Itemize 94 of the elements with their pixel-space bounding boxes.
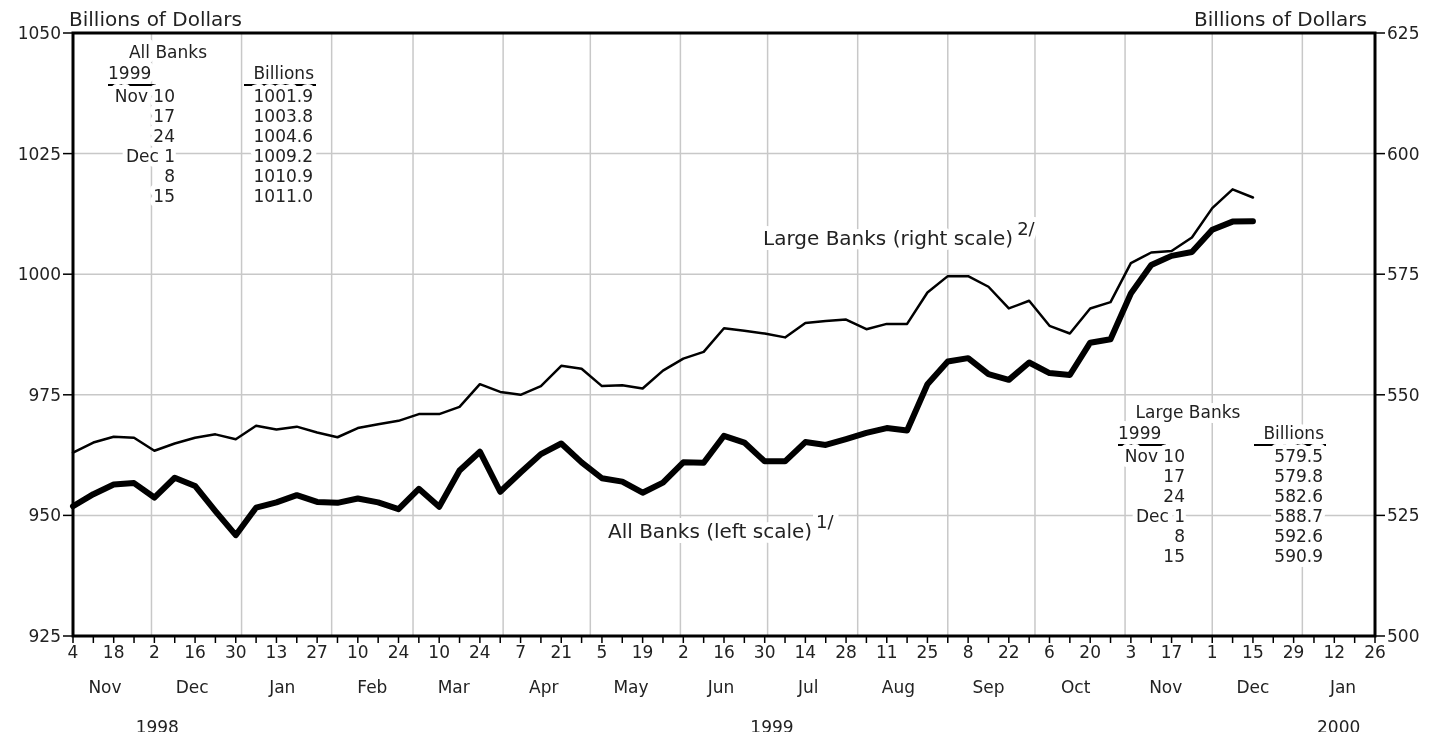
x-tick-label: 29: [1282, 642, 1305, 662]
annotation: Billions: [253, 63, 315, 83]
annotation: 588.7: [1274, 506, 1323, 526]
text: Jan: [268, 677, 296, 697]
x-tick-label: 10: [428, 642, 451, 662]
text: Dec: [175, 677, 209, 697]
annotation: All Banks: [128, 42, 208, 62]
y2-tick-label: 600: [1387, 143, 1420, 164]
annotation: Billions: [1263, 423, 1325, 443]
x-tick-label: 3: [1125, 642, 1137, 662]
text: Sep: [972, 677, 1005, 697]
y2-tick-label: 525: [1387, 505, 1420, 526]
x-tick-label: 18: [102, 642, 125, 662]
text: Dec: [1236, 677, 1270, 697]
x-tick-label: 13: [265, 642, 288, 662]
y-tick-label: 1000: [17, 264, 61, 285]
x-tick-label: 30: [753, 642, 776, 662]
x-tick-label: 22: [997, 642, 1020, 662]
x-tick-label: 2: [148, 642, 160, 662]
annotation: Large Banks: [1135, 402, 1241, 422]
x-tick-label: 24: [387, 642, 410, 662]
annotation: 590.9: [1274, 546, 1323, 566]
y-tick-label: 950: [28, 505, 61, 526]
text: Oct: [1060, 677, 1091, 697]
annotation: 1999: [108, 63, 152, 83]
x-tick-label: 1: [1206, 642, 1218, 662]
x-tick-label: 4: [67, 642, 79, 662]
x-tick-label: 17: [1160, 642, 1183, 662]
text: Jan: [1328, 677, 1357, 697]
y-tick-label: 975: [28, 384, 61, 405]
x-tick-label: 6: [1044, 642, 1055, 662]
y-tick-label: 1050: [17, 22, 61, 43]
text: Feb: [357, 677, 388, 697]
annotation: 592.6: [1274, 526, 1323, 546]
y-tick-label: 925: [28, 625, 61, 646]
x-tick-label: 15: [1242, 642, 1264, 662]
annotation: Nov 10: [114, 86, 175, 106]
annotation: 17: [153, 106, 175, 126]
y2-axis-title: Billions of Dollars: [1194, 7, 1367, 31]
annotation: 24: [153, 126, 175, 146]
annotation: 8: [1174, 526, 1185, 546]
text: Jul: [797, 677, 819, 697]
annotation: 582.6: [1274, 486, 1323, 506]
x-tick-label: 28: [835, 642, 857, 662]
annotation: 8: [164, 166, 175, 186]
x-tick-label: 16: [713, 642, 735, 662]
x-tick-label: 8: [962, 642, 974, 662]
x-tick-label: 21: [550, 642, 573, 662]
text: Nov: [1149, 677, 1183, 697]
annotation: 24: [1163, 486, 1185, 506]
annotation: 1011.0: [253, 186, 313, 206]
x-tick-label: 20: [1079, 642, 1102, 662]
x-tick-label: 7: [515, 642, 526, 662]
x-tick-label: 11: [875, 642, 898, 662]
x-tick-label: 30: [224, 642, 247, 662]
x-tick-label: 25: [916, 642, 939, 662]
x-tick-label: 24: [469, 642, 491, 662]
y2-tick-label: 550: [1387, 384, 1420, 405]
y-tick-label: 1025: [17, 143, 61, 164]
series-label: All Banks (left scale)$^{1/}$: [608, 510, 835, 543]
x-tick-label: 26: [1364, 642, 1386, 662]
annotation: 579.8: [1274, 466, 1323, 486]
y2-tick-label: 500: [1387, 625, 1420, 646]
x-tick-label: 14: [794, 642, 817, 662]
annotation: Dec 1: [1135, 506, 1185, 526]
text: Mar: [437, 677, 470, 697]
x-tick-label: 16: [184, 642, 206, 662]
text: Jun: [706, 677, 735, 697]
x-tick-label: 19: [631, 642, 654, 662]
annotation: 1004.6: [253, 126, 313, 146]
annotation: 1999: [1118, 423, 1162, 443]
x-tick-label: 12: [1323, 642, 1346, 662]
annotation: 1009.2: [253, 146, 313, 166]
annotation: 1001.9: [253, 86, 313, 106]
annotation: 15: [1163, 546, 1185, 566]
text: Aug: [881, 677, 915, 697]
text: Large Banks (right scale)$^{2/}$: [763, 217, 1036, 250]
text: May: [613, 677, 649, 697]
text: Nov: [88, 677, 122, 697]
x-tick-label: 2: [677, 642, 689, 662]
annotation: 579.5: [1274, 446, 1323, 466]
x-tick-label: 5: [596, 642, 608, 662]
annotation: 1003.8: [253, 106, 313, 126]
y2-tick-label: 625: [1387, 22, 1420, 43]
x-tick-label: 27: [306, 642, 328, 662]
annotation: 15: [153, 186, 175, 206]
x-tick-label: 10: [346, 642, 369, 662]
annotation: Dec 1: [125, 146, 175, 166]
annotation: 17: [1163, 466, 1185, 486]
annotation: Nov 10: [1124, 446, 1185, 466]
y-axis-title: Billions of Dollars: [69, 7, 242, 31]
annotation: 1010.9: [253, 166, 313, 186]
text: Apr: [529, 677, 559, 697]
y2-tick-label: 575: [1387, 264, 1420, 285]
